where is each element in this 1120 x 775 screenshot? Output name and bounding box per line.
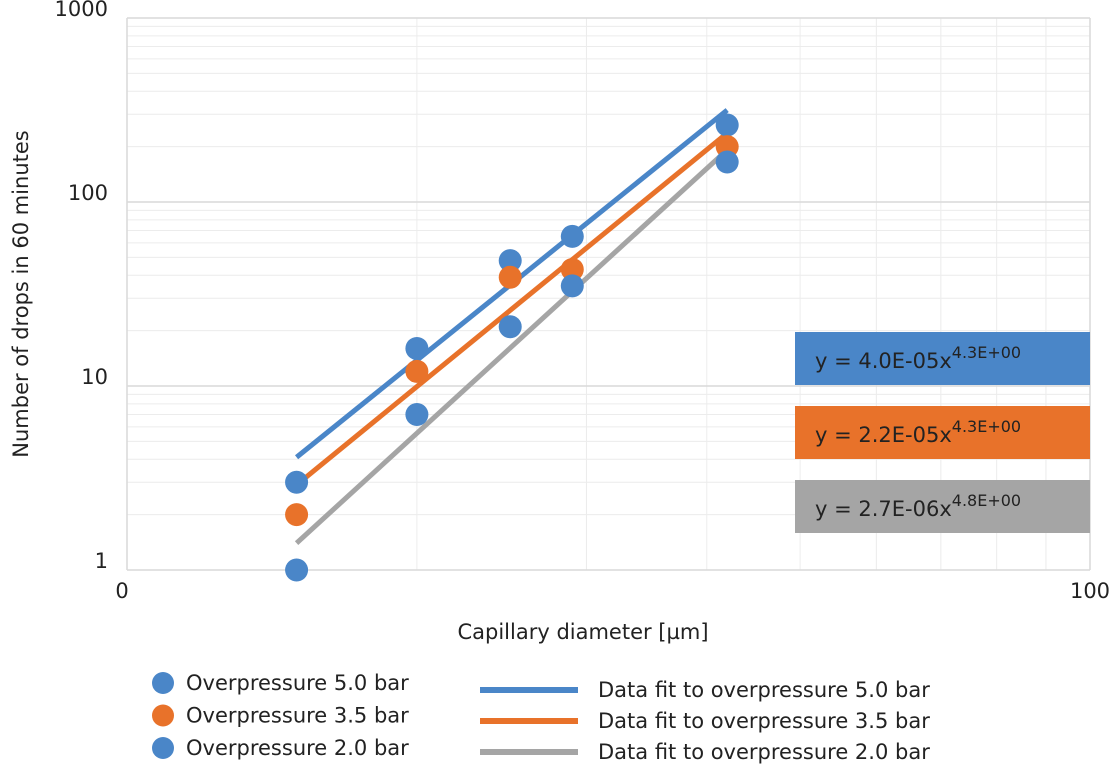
equation-box [795,406,1090,459]
equation-box [795,480,1090,533]
x-tick-label: 100 [1070,579,1110,603]
equation-box [795,332,1090,385]
legend-marker [152,704,174,727]
equation-text: y = 2.2E-05x [815,423,952,447]
equation: y = 2.7E-06x4.8E+00 [815,491,1021,522]
legend-marker [152,737,174,759]
scatter-point [405,359,429,383]
scatter-point [405,403,429,427]
legend-label: Overpressure 5.0 bar [186,671,409,695]
scatter-point [560,257,584,281]
legend-label: Data fit to overpressure 3.5 bar [598,709,930,733]
equation: y = 4.0E-05x4.3E+00 [815,343,1021,374]
legend-label: Overpressure 3.5 bar [186,704,409,728]
scatter-point [560,224,584,248]
equation-exponent: 4.3E+00 [952,417,1021,436]
scatter-point [498,249,522,273]
scatter-point [498,315,522,339]
scatter-point [715,150,739,174]
equation: y = 2.2E-05x4.3E+00 [815,417,1021,448]
y-tick-label: 100 [68,181,108,205]
legend-label: Data fit to overpressure 5.0 bar [598,678,930,702]
fit-line [294,131,729,487]
equation-text: y = 4.0E-05x [815,349,952,373]
fit-line [294,148,729,545]
scatter-point [285,503,309,527]
scatter-point [285,558,309,582]
y-axis-label: Number of drops in 60 minutes [9,130,33,457]
scatter-point [498,265,522,289]
scatter-point [405,336,429,360]
equation-exponent: 4.3E+00 [952,343,1021,362]
legend-label: Data fit to overpressure 2.0 bar [598,740,930,764]
x-axis-label: Capillary diameter [µm] [457,620,708,644]
scatter-point [285,470,309,494]
y-tick-label: 10 [81,365,108,389]
equation-text: y = 2.7E-06x [815,497,952,521]
scatter-point [560,274,584,298]
legend-label: Overpressure 2.0 bar [186,736,409,760]
x-tick-label: 0 [115,579,128,603]
equation-exponent: 4.8E+00 [952,491,1021,510]
y-tick-label: 1000 [55,0,108,21]
y-tick-label: 1 [95,549,108,573]
scatter-point [715,113,739,137]
legend-marker [152,672,174,694]
